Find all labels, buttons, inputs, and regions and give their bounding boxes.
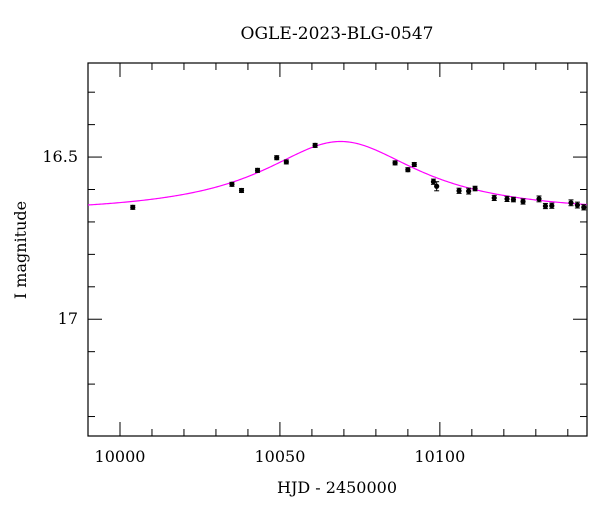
data-point [542, 203, 549, 209]
data-point [283, 159, 289, 165]
data-point [568, 200, 574, 206]
data-point [434, 183, 440, 189]
x-tick-label: 10100 [414, 447, 465, 466]
data-point [466, 188, 472, 194]
model-curve [87, 140, 588, 206]
data-point [536, 196, 542, 202]
data-point [472, 185, 478, 192]
data-points-layer [130, 142, 587, 211]
data-point [312, 142, 318, 148]
data-point [456, 188, 462, 194]
x-axis-title: HJD - 2450000 [277, 478, 397, 497]
data-point [392, 160, 398, 166]
y-tick-label: 17 [58, 309, 78, 328]
data-point [549, 203, 555, 209]
data-point [238, 187, 245, 194]
axis-ticks: 10000 10050 10100 16.5 17 [42, 63, 587, 466]
data-point [229, 181, 235, 187]
data-point [274, 155, 280, 161]
chart-title: OGLE-2023-BLG-0547 [241, 24, 434, 44]
y-tick-label: 16.5 [42, 147, 78, 166]
data-point [130, 204, 136, 210]
data-point [491, 195, 497, 201]
data-point [405, 167, 411, 173]
data-point [411, 161, 417, 168]
y-axis-title: I magnitude [11, 201, 30, 299]
plot-frame [87, 62, 588, 437]
model-curve-layer [87, 140, 588, 206]
data-point [430, 179, 437, 185]
x-tick-label: 10050 [254, 447, 305, 466]
data-point [574, 202, 581, 208]
data-point [254, 167, 261, 173]
data-point [510, 196, 517, 203]
x-tick-label: 10000 [95, 447, 146, 466]
data-point [581, 204, 587, 210]
data-point [520, 198, 526, 205]
data-point [504, 196, 510, 202]
